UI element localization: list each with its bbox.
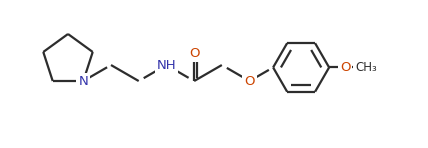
Text: O: O	[244, 75, 255, 87]
Text: O: O	[189, 47, 199, 60]
Text: N: N	[78, 75, 88, 87]
Text: CH₃: CH₃	[355, 61, 377, 74]
Text: NH: NH	[157, 59, 176, 71]
Text: O: O	[340, 61, 351, 74]
